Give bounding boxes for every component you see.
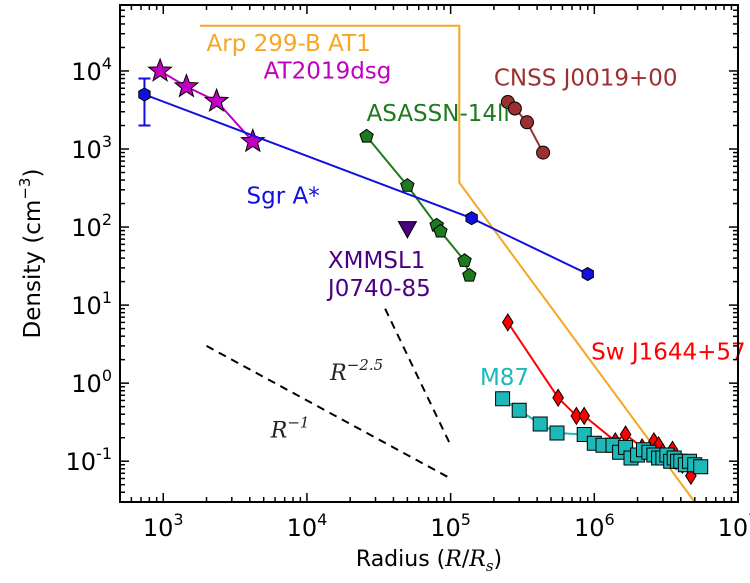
y-tick-label: 103: [71, 132, 112, 164]
series-label-asassn-14li: ASASSN-14li: [367, 101, 510, 127]
data-point-m87: [693, 459, 709, 475]
data-point-sgr-a: [138, 87, 151, 102]
data-point-asassn-14li: [400, 177, 415, 192]
reference-line-label: R−2.5: [329, 356, 383, 386]
data-point-sgr-a: [581, 266, 594, 282]
reference-lines: [206, 308, 452, 480]
data-point-m87: [495, 391, 511, 407]
data-point-sw-j1644-57: [502, 313, 514, 332]
y-tick-label: 10-1: [66, 444, 113, 476]
data-point-at2019dsg: [147, 57, 173, 82]
x-tick-label: 106: [574, 510, 615, 542]
reference-line-2: [384, 308, 452, 446]
axis-labels: Radius (R/Rs) Density (cm−3): [16, 169, 502, 575]
y-axis-label: Density (cm−3): [16, 169, 46, 339]
series-cnss-j0019-00: [500, 95, 551, 160]
reference-line-1: [206, 345, 452, 480]
series-label-at2019dsg: AT2019dsg: [264, 59, 392, 85]
x-tick-label: 104: [287, 510, 328, 542]
series-label-arp-299-b-at1: Arp 299-B AT1: [207, 31, 371, 57]
data-point-sgr-a: [465, 211, 478, 226]
data-point-at2019dsg: [173, 73, 200, 98]
data-point-cnss-j0019-00: [536, 145, 551, 160]
series-xmmsl1-j0740-85: [397, 221, 418, 239]
y-tick-label: 100: [71, 366, 112, 398]
y-tick-label: 104: [71, 54, 112, 86]
data-point-cnss-j0019-00: [507, 101, 522, 116]
series-label-sw-j1644-57: Sw J1644+57: [591, 340, 746, 366]
series-label-m87: M87: [480, 365, 529, 391]
series-asassn-14li: [359, 128, 477, 282]
series-line-arp-299-b-at1: [199, 24, 696, 502]
data-point-at2019dsg: [203, 87, 230, 113]
series-label-xmmsl1-j0740-85: XMMSL1 J0740-85: [326, 248, 431, 302]
reference-line-label: R−1: [270, 414, 310, 444]
series-at2019dsg: [147, 57, 266, 153]
series-m87: [495, 391, 709, 475]
data-point-m87: [511, 402, 527, 418]
data-point-at2019dsg: [240, 127, 266, 153]
x-tick-label: 103: [143, 510, 184, 542]
y-tick-label: 101: [71, 288, 112, 320]
data-point-cnss-j0019-00: [519, 115, 534, 130]
ticks: 103 104 105 106 107 10-1 100 101 102 103 104: [66, 4, 750, 542]
data-point-asassn-14li: [433, 223, 448, 238]
series-arp-299-b-at1: [199, 24, 696, 502]
data-point-m87: [549, 425, 565, 441]
data-point-sw-j1644-57: [570, 406, 583, 426]
series-label-sgr-a: Sgr A*: [247, 184, 320, 210]
data-point-asassn-14li: [457, 253, 472, 267]
data-point-asassn-14li: [359, 128, 374, 143]
data-point-sw-j1644-57: [552, 388, 564, 408]
x-tick-label: 105: [430, 510, 471, 542]
data-point-xmmsl1-j0740-85: [397, 221, 418, 239]
data-point-m87: [532, 416, 548, 432]
series-line-at2019dsg: [159, 70, 254, 143]
x-axis-label: Radius (R/Rs): [356, 547, 502, 575]
series-sgr-a: [138, 77, 594, 282]
data-point-sw-j1644-57: [578, 406, 590, 426]
x-tick-label: 107: [718, 510, 750, 542]
y-tick-label: 102: [71, 210, 112, 242]
series-label-cnss-j0019-00: CNSS J0019+00: [494, 66, 678, 92]
series-layer: [138, 24, 709, 502]
data-point-asassn-14li: [462, 267, 477, 282]
